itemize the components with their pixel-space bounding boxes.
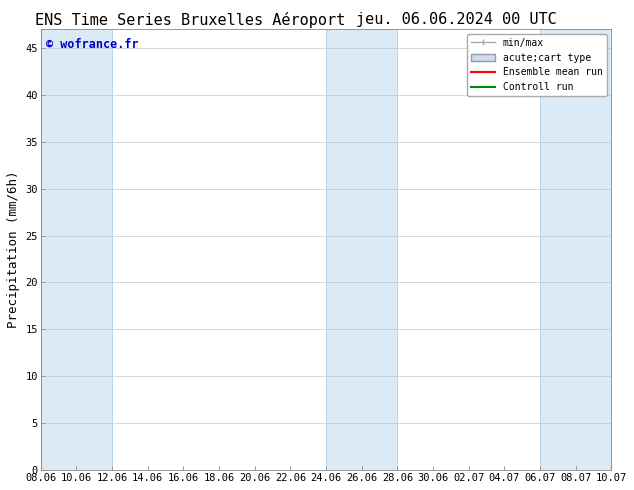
Text: jeu. 06.06.2024 00 UTC: jeu. 06.06.2024 00 UTC [356,12,557,27]
Legend: min/max, acute;cart type, Ensemble mean run, Controll run: min/max, acute;cart type, Ensemble mean … [467,34,607,96]
Y-axis label: Precipitation (mm/6h): Precipitation (mm/6h) [7,171,20,328]
Text: ENS Time Series Bruxelles Aéroport: ENS Time Series Bruxelles Aéroport [35,12,346,28]
Bar [540,29,611,470]
Bar [326,29,398,470]
Bar [41,29,112,470]
Text: © wofrance.fr: © wofrance.fr [46,38,139,51]
